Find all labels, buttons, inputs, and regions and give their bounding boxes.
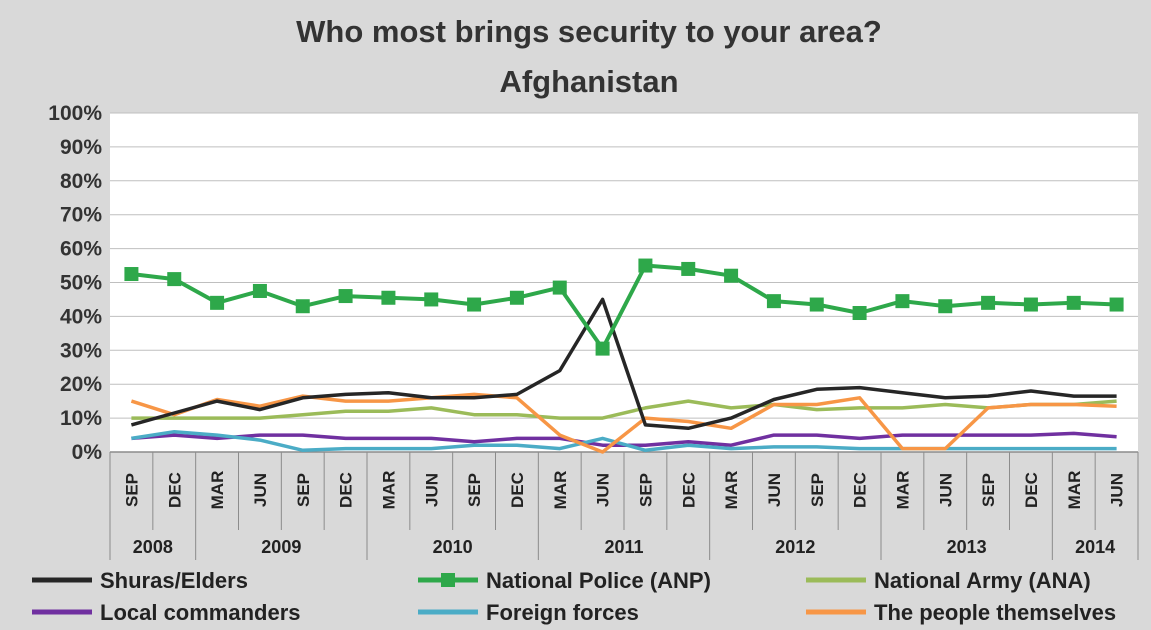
y-axis-ticks: 0% 10% 20% 30% 40% 50% 60% 70% 80% 90% 100% (48, 102, 102, 464)
x-tick-label: MAR (722, 471, 741, 510)
data-point (381, 290, 396, 305)
data-point (895, 294, 910, 309)
year-label: 2008 (133, 537, 173, 557)
x-tick-label: JUN (594, 473, 613, 507)
legend-item: National Police (ANP) (418, 568, 711, 593)
x-tick-label: SEP (122, 473, 141, 507)
y-tick-label: 0% (72, 441, 103, 464)
legend: Shuras/Elders National Police (ANP) Nation… (32, 568, 1116, 625)
year-label: 2010 (433, 537, 473, 557)
y-tick-label: 70% (60, 204, 102, 227)
data-point (167, 272, 182, 287)
legend-swatch-marker (441, 573, 455, 587)
y-tick-label: 100% (48, 102, 102, 125)
series-shuras-elders (130, 297, 1117, 431)
y-tick-label: 20% (60, 373, 102, 396)
y-tick-label: 80% (60, 170, 102, 193)
data-point (1066, 295, 1081, 310)
data-point (210, 295, 225, 310)
series-lines (124, 258, 1124, 454)
data-point (1109, 297, 1124, 312)
data-point (766, 294, 781, 309)
data-point (938, 299, 953, 314)
x-tick-label: MAR (551, 471, 570, 510)
series-national-police-anp (124, 258, 1124, 356)
x-tick-label: SEP (808, 473, 827, 507)
chart-title: Who most brings security to your area? (296, 14, 882, 49)
y-tick-label: 60% (60, 238, 102, 261)
legend-item: The people themselves (806, 600, 1116, 625)
legend-label: National Army (ANA) (874, 568, 1091, 593)
series-line (130, 297, 1117, 431)
series-line (131, 429, 1117, 453)
legend-label: National Police (ANP) (486, 568, 711, 593)
series-national-army-ana (131, 399, 1117, 420)
data-point (252, 283, 267, 298)
series-line (131, 399, 1117, 420)
legend-label: Foreign forces (486, 600, 639, 625)
legend-label: The people themselves (874, 600, 1116, 625)
x-tick-label: JUN (936, 473, 955, 507)
legend-item: National Army (ANA) (806, 568, 1091, 593)
data-point (852, 306, 867, 321)
series-line (131, 263, 1117, 351)
legend-item: Local commanders (32, 600, 301, 625)
year-label: 2013 (947, 537, 987, 557)
year-label: 2011 (604, 537, 643, 557)
legend-item: Foreign forces (418, 600, 639, 625)
year-label: 2009 (261, 537, 301, 557)
x-tick-label: DEC (851, 472, 870, 508)
year-label: 2012 (775, 537, 815, 557)
x-tick-label: MAR (379, 471, 398, 510)
y-tick-label: 40% (60, 305, 102, 328)
x-tick-label: JUN (1108, 473, 1127, 507)
data-point (981, 295, 996, 310)
x-tick-label: SEP (465, 473, 484, 507)
data-point (552, 280, 567, 295)
data-point (595, 341, 610, 356)
legend-label: Shuras/Elders (100, 568, 248, 593)
x-tick-label: JUN (251, 473, 270, 507)
x-tick-label: DEC (1022, 472, 1041, 508)
data-point (681, 261, 696, 276)
data-point (724, 268, 739, 283)
x-tick-label: JUN (765, 473, 784, 507)
x-axis: SEP DEC MAR JUN SEP DEC MAR JUN SEP DEC MAR JUN SEP D… (109, 451, 1139, 560)
x-tick-label: SEP (294, 473, 313, 507)
y-tick-label: 30% (60, 339, 102, 362)
x-tick-label: MAR (1065, 471, 1084, 510)
x-tick-label: DEC (165, 472, 184, 508)
data-point (295, 299, 310, 314)
series-foreign-forces (131, 429, 1117, 453)
series-line (130, 392, 1117, 454)
legend-item: Shuras/Elders (32, 568, 248, 593)
data-point (509, 290, 524, 305)
data-point (467, 297, 482, 312)
x-tick-label: SEP (979, 473, 998, 507)
x-tick-label: DEC (337, 472, 356, 508)
x-tick-label: MAR (208, 471, 227, 510)
x-tick-label: MAR (893, 471, 912, 510)
y-tick-label: 50% (60, 272, 102, 295)
grid-lines (110, 112, 1138, 453)
year-label: 2014 (1075, 537, 1115, 557)
x-tick-label: DEC (508, 472, 527, 508)
chart-subtitle: Afghanistan (499, 64, 678, 99)
data-point (638, 258, 653, 273)
series-the-people-themselves (130, 392, 1117, 454)
y-tick-label: 10% (60, 407, 102, 430)
data-point (424, 292, 439, 307)
data-point (124, 267, 139, 282)
y-tick-label: 90% (60, 136, 102, 159)
data-point (809, 297, 824, 312)
data-point (338, 289, 353, 304)
data-point (1023, 297, 1038, 312)
x-tick-label: JUN (422, 473, 441, 507)
x-tick-label: SEP (636, 473, 655, 507)
x-tick-label: DEC (679, 472, 698, 508)
legend-label: Local commanders (100, 600, 301, 625)
